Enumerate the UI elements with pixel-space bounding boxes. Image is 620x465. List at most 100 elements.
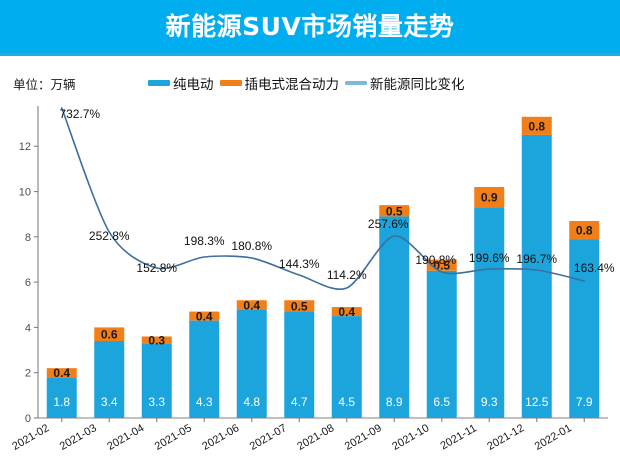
x-axis-tick-label: 2021-03 <box>58 422 99 453</box>
x-axis-tick-label: 2022-01 <box>533 422 574 453</box>
legend-item-bev[interactable]: 纯电动 <box>148 73 214 93</box>
bar-value-label-bev: 7.9 <box>576 395 593 409</box>
bar-segment-bev[interactable] <box>46 377 77 418</box>
trend-line-value-label: 180.8% <box>231 239 272 253</box>
bar-segment-bev[interactable] <box>141 343 172 418</box>
bar-segment-phev[interactable] <box>426 259 457 271</box>
title-bar: 新能源SUV市场销量走势 <box>0 0 620 56</box>
bar-segment-bev[interactable] <box>474 207 505 418</box>
bar-segment-phev[interactable] <box>521 116 552 135</box>
x-axis-tick-label: 2021-04 <box>105 422 146 453</box>
trend-line-value-label: 257.6% <box>368 217 409 231</box>
bar-segment-bev[interactable] <box>284 311 315 418</box>
y-axis-tick-label: 12 <box>19 141 31 153</box>
bar-stack[interactable]: 9.3 0.9 <box>474 187 505 418</box>
x-axis-tick-label: 2021-12 <box>485 422 526 453</box>
bar-stack[interactable]: 7.9 0.8 <box>569 220 600 418</box>
bar-segment-phev[interactable] <box>569 220 600 240</box>
bar-segment-bev[interactable] <box>331 316 362 418</box>
chart-legend: 纯电动 插电式混合动力 新能源同比变化 <box>148 73 471 93</box>
bar-value-label-bev: 8.9 <box>386 395 403 409</box>
bar-value-label-phev: 0.8 <box>576 224 593 238</box>
bar-segment-phev[interactable] <box>284 300 315 312</box>
bar-value-label-phev: 0.6 <box>101 328 118 342</box>
bar-segment-phev[interactable] <box>474 187 505 208</box>
y-axis-tick-label: 6 <box>25 277 31 289</box>
unit-label: 单位：万辆 <box>13 77 76 92</box>
y-axis-tick-label: 8 <box>25 232 31 244</box>
x-axis-tick-label: 2021-05 <box>153 422 194 453</box>
trend-line-value-label: 198.3% <box>184 234 225 248</box>
bar-stack[interactable]: 4.8 0.4 <box>236 298 267 418</box>
legend-swatch-bev <box>148 80 170 86</box>
bar-segment-phev[interactable] <box>46 368 77 378</box>
legend-item-yoy[interactable]: 新能源同比变化 <box>345 73 465 93</box>
bar-stack[interactable]: 4.7 0.5 <box>284 299 315 418</box>
bar-value-label-phev: 0.4 <box>243 298 260 312</box>
bar-segment-phev[interactable] <box>141 336 172 344</box>
trend-line-path[interactable] <box>60 107 586 290</box>
bar-value-label-bev: 3.4 <box>101 395 118 409</box>
trend-line-value-label: 190.8% <box>415 253 456 267</box>
bar-value-label-phev: 0.4 <box>196 310 213 324</box>
bar-value-label-phev: 0.9 <box>481 191 498 205</box>
bar-value-label-phev: 0.8 <box>528 119 545 133</box>
legend-label-yoy: 新能源同比变化 <box>370 77 465 93</box>
y-axis-tick-label: 10 <box>19 187 31 199</box>
legend-label-bev: 纯电动 <box>173 77 214 93</box>
bar-value-label-bev: 3.3 <box>148 395 165 409</box>
title-accent-strip <box>0 53 620 56</box>
bar-stack[interactable]: 8.9 0.5 <box>379 204 410 418</box>
bar-segment-bev[interactable] <box>426 270 457 418</box>
bar-segment-bev[interactable] <box>94 341 125 418</box>
bar-segment-bev[interactable] <box>521 134 552 419</box>
bar-stack[interactable]: 3.4 0.6 <box>94 327 125 418</box>
bar-segment-phev[interactable] <box>94 327 125 341</box>
bar-segment-bev[interactable] <box>379 216 410 418</box>
bar-value-label-bev: 4.5 <box>338 395 355 409</box>
legend-swatch-yoy <box>345 81 367 85</box>
bar-segment-phev[interactable] <box>189 311 220 321</box>
bar-segment-bev[interactable] <box>569 239 600 418</box>
x-axis-tick-label: 2021-09 <box>343 422 384 453</box>
bar-value-label-bev: 12.5 <box>525 395 549 409</box>
trend-line-value-label: 152.8% <box>136 261 177 275</box>
bar-stack[interactable]: 12.5 0.8 <box>521 116 552 419</box>
bar-stack[interactable]: 4.3 0.4 <box>189 310 220 418</box>
y-axis-tick-label: 0 <box>25 413 31 425</box>
bar-segment-bev[interactable] <box>236 309 267 418</box>
bar-value-label-bev: 4.3 <box>196 395 213 409</box>
trend-line-value-label: 144.3% <box>279 257 320 271</box>
bar-value-label-bev: 1.8 <box>53 395 70 409</box>
bar-segment-bev[interactable] <box>189 320 220 418</box>
bar-value-label-phev: 0.4 <box>338 305 355 319</box>
bar-stack[interactable]: 6.50.5 <box>426 259 457 418</box>
bar-stack[interactable]: 1.8 0.4 <box>46 366 77 418</box>
bar-segment-phev[interactable] <box>331 307 362 317</box>
bar-value-label-phev: 0.4 <box>53 366 70 380</box>
legend-item-phev[interactable]: 插电式混合动力 <box>219 73 339 93</box>
trend-line-value-label: 163.4% <box>574 261 615 275</box>
bar-value-label-phev: 0.5 <box>291 299 308 313</box>
bar-stack[interactable]: 3.3 0.3 <box>141 333 172 418</box>
legend-swatch-phev <box>219 80 242 86</box>
y-axis-tick-label: 2 <box>25 368 31 380</box>
x-axis-tick-label: 2021-02 <box>10 422 51 453</box>
x-axis-tick-label: 2021-10 <box>390 422 431 453</box>
x-axis-tick-label: 2021-11 <box>438 422 478 452</box>
trend-line-value-label: 252.8% <box>89 229 130 243</box>
bar-stack[interactable]: 4.5 0.4 <box>331 305 362 418</box>
bar-segment-phev[interactable] <box>236 300 267 310</box>
trend-line-value-label: 199.6% <box>469 251 510 265</box>
bar-value-label-bev: 4.8 <box>243 395 260 409</box>
y-axis: 0 2 4 6 8 10 12 <box>19 106 39 425</box>
bar-segment-phev[interactable] <box>379 205 410 217</box>
bar-value-label-phev: 0.3 <box>148 333 165 347</box>
bar-value-label-phev: 0.5 <box>386 204 403 218</box>
x-axis-tick-label: 2021-06 <box>200 422 241 453</box>
trend-line-value-label: 196.7% <box>516 252 557 266</box>
x-axis: 2021-02 2021-03 2021-04 2021-05 2021-06 2021-… <box>10 417 608 453</box>
trend-line-value-label: 114.2% <box>327 268 367 282</box>
